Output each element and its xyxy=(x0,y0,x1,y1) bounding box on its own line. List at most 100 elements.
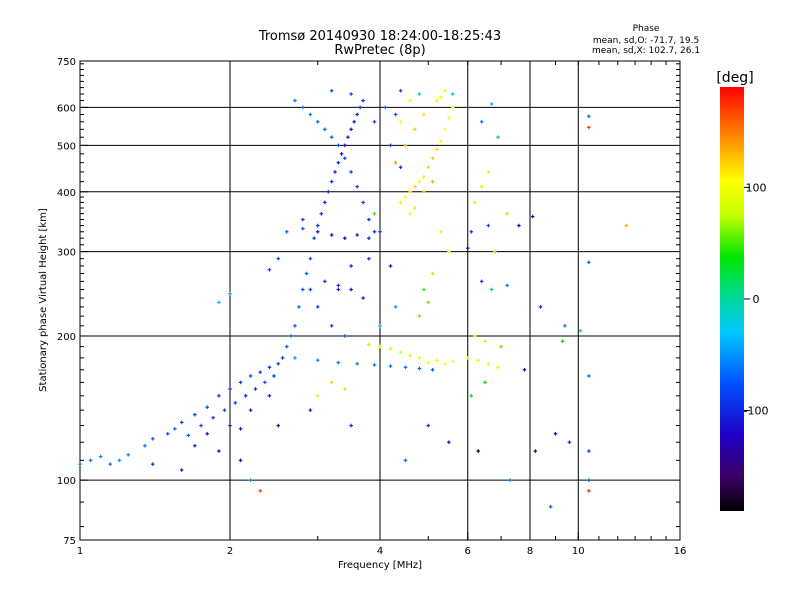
data-point xyxy=(315,223,320,228)
data-point xyxy=(486,223,491,228)
data-point xyxy=(422,287,426,292)
data-point xyxy=(193,412,197,417)
data-point xyxy=(388,143,393,148)
data-point xyxy=(469,394,474,398)
data-point xyxy=(439,229,443,234)
data-point xyxy=(403,195,408,199)
x-tick-label: 8 xyxy=(527,546,533,557)
data-point xyxy=(417,314,422,318)
data-point xyxy=(430,271,435,276)
colorbar-tick-label: 0 xyxy=(753,293,760,306)
data-point xyxy=(479,184,484,189)
data-point xyxy=(383,105,388,110)
data-point xyxy=(343,387,347,391)
data-point xyxy=(315,305,320,309)
x-tick-label: 6 xyxy=(465,546,471,557)
data-point xyxy=(355,184,359,189)
data-point xyxy=(293,356,297,360)
data-point xyxy=(336,283,341,288)
data-point xyxy=(205,405,209,410)
data-point xyxy=(372,363,377,367)
data-point xyxy=(301,105,305,110)
y-tick-label: 400 xyxy=(57,188,76,199)
phase-stats-x: mean, sd,X: 102.7, 26.1 xyxy=(592,46,700,56)
data-point xyxy=(98,454,103,459)
data-point xyxy=(276,361,281,366)
data-point xyxy=(469,229,474,234)
data-point xyxy=(496,135,500,139)
data-point xyxy=(451,105,455,110)
data-point xyxy=(329,135,334,139)
data-point xyxy=(304,271,309,276)
data-point xyxy=(349,170,353,174)
data-point xyxy=(483,380,487,385)
data-point xyxy=(408,211,413,216)
data-point xyxy=(476,449,481,453)
data-point xyxy=(355,361,359,366)
data-point xyxy=(489,102,494,106)
data-point xyxy=(443,88,447,93)
data-point xyxy=(297,305,301,309)
data-point xyxy=(465,356,470,360)
data-point xyxy=(417,179,422,184)
data-point xyxy=(88,458,93,463)
y-tick-label: 600 xyxy=(57,103,76,114)
data-point xyxy=(417,92,422,96)
data-point xyxy=(267,365,272,370)
data-point xyxy=(378,324,382,328)
data-point xyxy=(336,160,341,165)
data-point xyxy=(422,174,426,179)
data-point xyxy=(193,443,197,448)
data-point xyxy=(349,127,353,132)
data-point xyxy=(126,452,131,457)
data-point xyxy=(587,449,591,453)
data-point xyxy=(315,119,320,124)
data-point xyxy=(451,92,455,96)
data-point xyxy=(228,387,232,391)
data-point xyxy=(393,112,398,117)
data-point xyxy=(447,116,451,120)
data-point xyxy=(301,217,305,222)
data-point xyxy=(117,458,122,463)
colorbar-gradient xyxy=(720,87,744,511)
data-point xyxy=(199,423,203,428)
x-tick-label: 4 xyxy=(377,546,383,557)
data-point xyxy=(248,408,253,412)
data-point xyxy=(486,170,491,174)
data-point xyxy=(228,291,232,296)
data-point xyxy=(280,356,285,360)
data-point xyxy=(248,478,253,482)
data-point xyxy=(308,287,313,292)
data-point xyxy=(422,112,426,117)
y-axis: 75 100 200 300 400 500 600 750 xyxy=(57,57,680,547)
data-point xyxy=(211,415,215,420)
y-tick-label: 500 xyxy=(57,141,76,152)
data-point xyxy=(276,423,281,428)
data-point xyxy=(343,156,347,161)
data-point xyxy=(346,135,350,139)
data-point xyxy=(413,206,417,210)
data-point xyxy=(258,370,263,375)
data-point xyxy=(403,365,408,370)
data-point xyxy=(499,344,503,349)
data-point xyxy=(308,112,313,117)
data-point xyxy=(388,347,393,351)
x-axis: 1 2 4 6 8 10 16 xyxy=(77,61,686,557)
data-point xyxy=(473,334,477,338)
data-point xyxy=(361,200,365,205)
data-point xyxy=(173,427,177,431)
data-point xyxy=(587,260,591,265)
data-point xyxy=(426,423,431,428)
y-tick-label: 750 xyxy=(57,57,76,68)
data-point xyxy=(329,179,334,184)
data-point xyxy=(233,401,238,405)
data-point xyxy=(217,449,221,453)
data-point xyxy=(284,344,289,349)
data-point xyxy=(493,249,497,254)
data-point xyxy=(479,279,484,284)
data-point xyxy=(301,226,305,231)
data-point xyxy=(361,98,365,103)
data-point xyxy=(393,160,398,165)
data-point xyxy=(319,211,324,216)
data-point xyxy=(289,334,293,338)
